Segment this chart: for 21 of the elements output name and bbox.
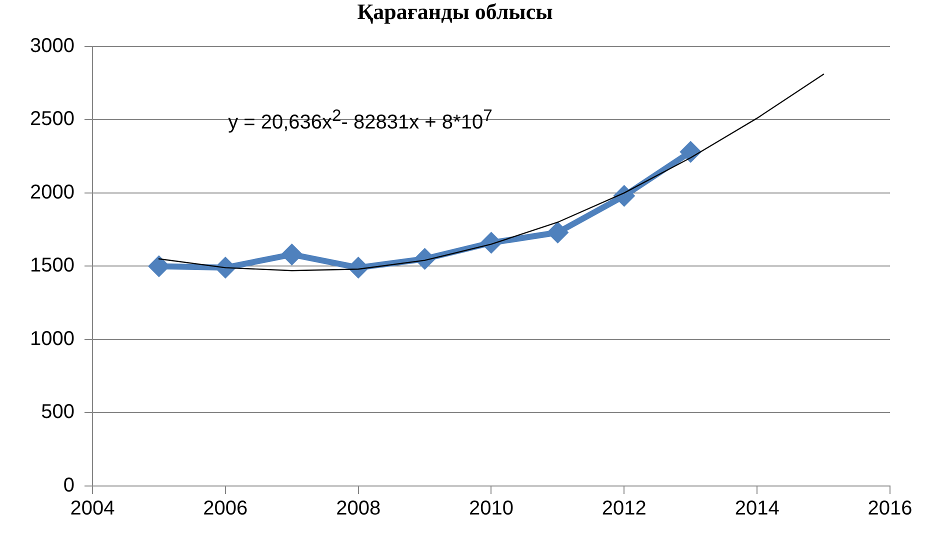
- point: [546, 222, 569, 244]
- point: [613, 184, 636, 207]
- x-tick-label: 2006: [203, 498, 248, 520]
- x-tick-label: 2004: [70, 498, 115, 520]
- y-tick-label: 1000: [30, 328, 74, 350]
- y-tick-label: 500: [41, 401, 74, 424]
- chart-title: Қарағанды облысы: [357, 0, 553, 24]
- x-tick-label: 2014: [734, 498, 780, 520]
- point: [480, 232, 502, 254]
- y-tick-label: 0: [63, 474, 74, 497]
- y-tick-label: 2500: [30, 108, 74, 130]
- x-tick-label: 2010: [468, 498, 514, 520]
- y-tick-label: 3000: [30, 34, 74, 57]
- y-tick-label: 2000: [30, 181, 74, 204]
- annotation: y = 20,636x$^{2}$- 82831x + 8*10$^{7}$: [228, 106, 492, 134]
- point: [680, 140, 702, 163]
- point: [280, 243, 303, 266]
- y-tick-label: 1500: [30, 254, 74, 277]
- x-tick-label: 2008: [336, 498, 381, 520]
- x-tick-label: 2012: [602, 498, 646, 520]
- x-tick-label: 2016: [868, 498, 912, 520]
